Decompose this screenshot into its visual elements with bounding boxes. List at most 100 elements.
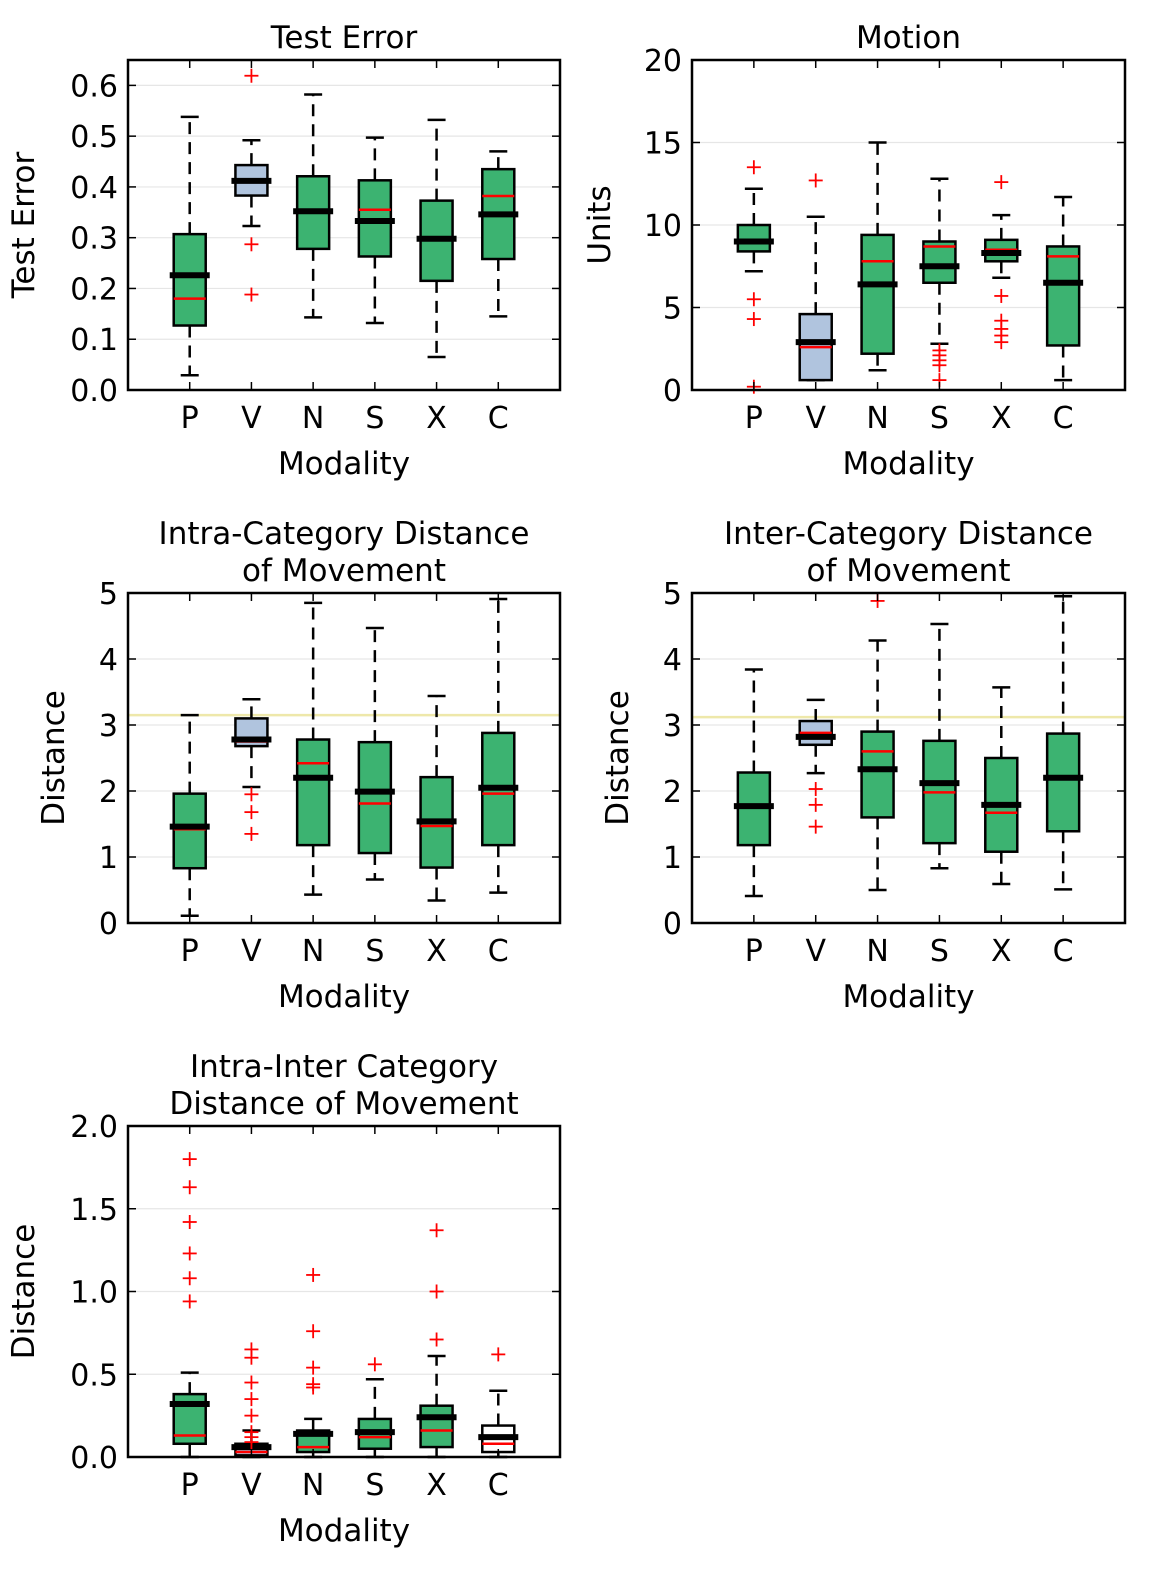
ytick-label: 0.4	[70, 171, 118, 206]
xtick-label: X	[426, 934, 447, 969]
subplot-1: 0.0 0.1 0.2 0.3 0.4 0.5 0.6 P V N S X C Modality Test …	[6, 20, 562, 482]
box-iqr	[922, 240, 957, 284]
xtick-label: P	[181, 1468, 199, 1503]
xtick-label: S	[365, 934, 384, 969]
box-X	[416, 118, 457, 359]
xtick-label: V	[805, 934, 826, 969]
ytick-label: 0	[663, 907, 682, 942]
x-axis-label: Modality	[842, 979, 974, 1015]
xtick-label: C	[488, 401, 509, 436]
outlier-marker	[244, 1350, 259, 1365]
x-axis-label: Modality	[278, 979, 410, 1015]
box-X	[416, 694, 457, 902]
ytick-label: 0.0	[70, 374, 118, 409]
ytick-label: 1.0	[70, 1276, 118, 1311]
ytick-label: 0.3	[70, 222, 118, 257]
box-N	[293, 601, 334, 896]
chart-title: Intra-Inter Category	[190, 1049, 498, 1085]
box-iqr	[1045, 732, 1081, 833]
xtick-label: V	[241, 934, 262, 969]
outlier-marker	[491, 1347, 506, 1362]
box-P	[169, 115, 210, 377]
outlier-marker	[994, 335, 1009, 350]
outlier-marker	[244, 68, 259, 83]
ytick-label: 0.6	[70, 69, 118, 104]
box-N	[293, 93, 334, 319]
xtick-label: C	[1053, 401, 1074, 436]
outlier-marker	[808, 782, 823, 797]
ytick-label: 1	[99, 841, 118, 876]
outlier-marker	[244, 237, 259, 252]
ytick-label: 5	[663, 577, 682, 612]
box-X	[416, 1223, 457, 1459]
y-axis-label: Test Error	[6, 152, 42, 300]
xtick-label: S	[365, 1468, 384, 1503]
box-V	[795, 698, 836, 834]
chart-title: Test Error	[270, 20, 418, 56]
outlier-marker	[994, 288, 1009, 303]
xtick-label: N	[302, 934, 324, 969]
ytick-label: 0.2	[70, 272, 118, 307]
outlier-marker	[306, 1360, 321, 1375]
y-axis-label: Distance	[36, 690, 72, 826]
chart-title: Distance of Movement	[169, 1086, 518, 1122]
box-N	[857, 141, 898, 372]
xtick-label: S	[930, 934, 949, 969]
xtick-label: X	[426, 401, 447, 436]
box-P	[169, 1152, 210, 1459]
ytick-label: 2	[99, 775, 118, 810]
ytick-label: 3	[99, 709, 118, 744]
ytick-label: 10	[644, 209, 682, 244]
box-S	[354, 136, 395, 325]
box-iqr	[860, 730, 895, 819]
subplot-5: 0.0 0.5 1.0 1.5 2.0 P V N S X C Modality Distance Int…	[6, 1049, 562, 1549]
box-iqr	[172, 232, 207, 327]
box-iqr	[357, 740, 393, 855]
chart-title: Motion	[856, 20, 961, 56]
xtick-label: N	[302, 401, 324, 436]
outlier-marker	[746, 160, 761, 175]
x-axis-label: Modality	[278, 446, 410, 482]
outlier-marker	[182, 1180, 197, 1195]
outlier-marker	[932, 358, 947, 373]
xtick-label: S	[930, 401, 949, 436]
xtick-label: P	[745, 401, 763, 436]
box-X	[981, 175, 1022, 350]
subplot-4: 0 1 2 3 4 5 P V N S X C Modality Distance Inter-Catego…	[600, 516, 1127, 1015]
ytick-label: 2.0	[70, 1110, 118, 1145]
box-S	[919, 622, 960, 870]
xtick-label: N	[866, 401, 888, 436]
outlier-marker	[244, 1435, 259, 1450]
outlier-marker	[244, 1375, 259, 1390]
outlier-marker	[367, 1357, 382, 1372]
subplot-3: 0 1 2 3 4 5 P V N S X C Modality Distance Intra-Catego…	[36, 516, 562, 1015]
xtick-label: N	[302, 1468, 324, 1503]
outlier-marker	[244, 805, 259, 820]
outlier-marker	[182, 1246, 197, 1261]
outlier-marker	[994, 175, 1009, 190]
outlier-marker	[808, 173, 823, 188]
box-N	[293, 1267, 334, 1459]
ytick-label: 20	[644, 44, 682, 79]
outlier-marker	[808, 797, 823, 812]
outlier-marker	[244, 826, 259, 841]
box-V	[231, 68, 272, 302]
box-C	[478, 150, 519, 318]
box-C	[478, 1347, 519, 1459]
ytick-label: 4	[663, 643, 682, 678]
box-iqr	[172, 792, 207, 870]
box-V	[231, 698, 272, 841]
chart-title: Intra-Category Distance	[159, 516, 530, 552]
ytick-label: 5	[663, 292, 682, 327]
box-iqr	[736, 223, 772, 253]
box-N	[857, 593, 898, 892]
outlier-marker	[306, 1267, 321, 1282]
chart-title: of Movement	[242, 553, 446, 589]
box-S	[919, 177, 960, 388]
box-P	[169, 713, 210, 917]
y-axis-label: Distance	[6, 1224, 42, 1360]
box-C	[478, 597, 519, 894]
box-iqr	[1045, 245, 1081, 347]
xtick-label: V	[241, 1468, 262, 1503]
outlier-marker	[244, 1408, 259, 1423]
